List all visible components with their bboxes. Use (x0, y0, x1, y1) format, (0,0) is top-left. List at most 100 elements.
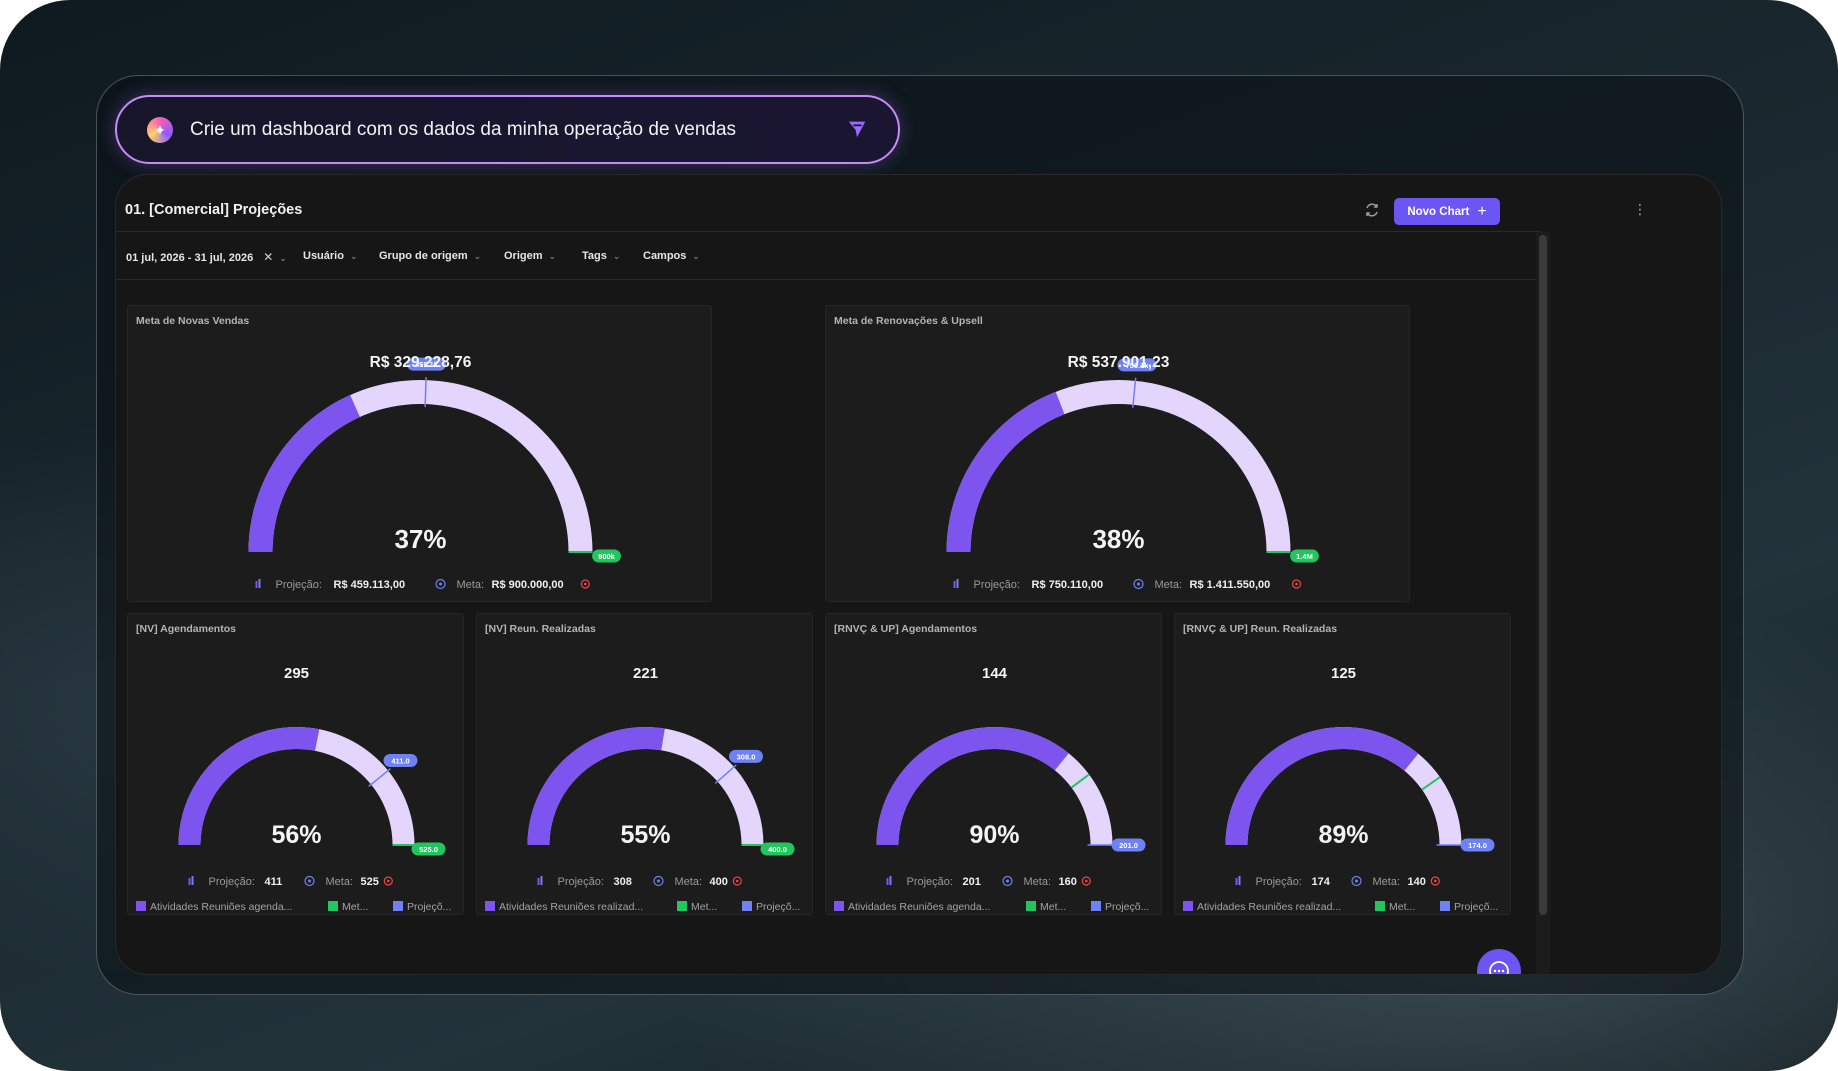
projection-value: 411 (265, 876, 283, 888)
projection-marker (424, 377, 427, 408)
card-title: [NV] Agendamentos (136, 623, 236, 635)
meta-caption: Meta: (1373, 876, 1401, 888)
meta-marker (1421, 776, 1441, 791)
alert-icon (580, 579, 590, 589)
bar-chart-icon (255, 579, 261, 588)
gauge-percent: 37% (394, 524, 446, 554)
legend-item[interactable]: Atividades Reuniões agenda... (136, 901, 292, 913)
grupo-origem-filter-label: Grupo de origem (379, 250, 468, 262)
legend-item[interactable]: Met... (328, 901, 368, 913)
meta-value: R$ 1.411.550,00 (1190, 579, 1271, 591)
legend-item[interactable]: Projeçõ... (1440, 901, 1498, 913)
legend-item[interactable]: Atividades Reuniões realizad... (485, 901, 643, 913)
grupo-origem-filter[interactable]: Grupo de origem ⌄ (379, 250, 481, 262)
legend-item[interactable]: Atividades Reuniões realizad... (1183, 901, 1341, 913)
origem-filter[interactable]: Origem ⌄ (504, 250, 556, 262)
gauge-card[interactable]: Meta de Renovações & Upsell 750.1k 1.4M R$ … (825, 305, 1410, 602)
page-title: 01. [Comercial] Projeções (125, 202, 303, 218)
legend-item[interactable]: Met... (1026, 901, 1066, 913)
gauge-card[interactable]: [RNVÇ & UP] Reun. Realizadas 174.0 125 89% P… (1174, 613, 1511, 915)
meta-badge: 1.4M (1290, 549, 1319, 563)
gauge-card[interactable]: [RNVÇ & UP] Agendamentos 201.0 144 90% Proje… (825, 613, 1162, 915)
gauge-value-arc (946, 391, 1065, 552)
gauge-chart: 750.1k 1.4M R$ 537.901,23 38% Projeção: R$ 75… (946, 354, 1319, 591)
gauge-chart: 459.1k 900k R$ 329.228,76 37% Projeção: R$ 45… (248, 354, 621, 591)
sparkle-logo-icon: ✦ (147, 117, 173, 143)
ai-prompt-bar[interactable]: ✦ Crie um dashboard com os dados da minh… (115, 95, 900, 164)
projection-badge: 174.0 (1460, 838, 1495, 852)
projection-marker (368, 768, 391, 787)
new-chart-button[interactable]: Novo Chart + (1394, 198, 1500, 225)
gauge-card[interactable]: [NV] Reun. Realizadas 308.0 400.0 221 55% Pro… (476, 613, 813, 915)
clear-icon[interactable]: ✕ (263, 250, 274, 264)
meta-badge-label: 1.4M (1296, 552, 1313, 561)
projection-badge-label: 411.0 (391, 757, 409, 766)
gauge-chart: 308.0 400.0 221 55% Projeção: 308 Meta: 400 Ativ… (485, 665, 800, 913)
legend-label: Projeçõ... (1454, 901, 1498, 913)
gauge-info-row: Projeção: R$ 750.110,00 Meta: R$ 1.411.550,… (953, 578, 1302, 591)
alert-icon (1291, 579, 1302, 589)
gauge-value: R$ 329.228,76 (370, 354, 472, 371)
legend-label: Met... (691, 901, 717, 913)
legend-item[interactable]: Atividades Reuniões agenda... (834, 901, 990, 913)
gauge-value-arc (248, 395, 360, 552)
legend-label: Met... (1389, 901, 1415, 913)
projection-badge-label: 201.0 (1119, 841, 1138, 850)
gauge-percent: 56% (271, 821, 321, 849)
gauge-info-row: Projeção: 308 Meta: 400 (537, 875, 742, 888)
scrollbar[interactable] (1539, 235, 1547, 915)
target-icon (435, 578, 446, 590)
campos-filter[interactable]: Campos ⌄ (643, 250, 700, 262)
gauge-chart: 174.0 125 89% Projeção: 174 Meta: 140 Atividade… (1183, 665, 1498, 913)
legend-item[interactable]: Met... (1375, 901, 1415, 913)
origem-filter-label: Origem (504, 250, 543, 262)
chevron-down-icon: ⌄ (612, 251, 621, 261)
chevron-down-icon: ⌄ (349, 251, 358, 261)
projection-badge: 750.1k (1117, 358, 1157, 372)
chevron-down-icon: ⌄ (279, 253, 287, 263)
usuario-filter[interactable]: Usuário ⌄ (303, 250, 358, 262)
gauge-info-row: Projeção: 411 Meta: 525 (188, 875, 393, 888)
legend-label: Atividades Reuniões agenda... (848, 901, 990, 913)
tags-filter[interactable]: Tags ⌄ (582, 250, 620, 262)
bar-chart-icon (537, 876, 543, 885)
projection-badge: 308.0 (729, 749, 764, 763)
legend-item[interactable]: Projeçõ... (1091, 901, 1149, 913)
legend-label: Atividades Reuniões agenda... (150, 901, 292, 913)
chat-support-icon[interactable] (1477, 949, 1521, 974)
bar-chart-icon (188, 876, 194, 885)
gauge-value: 221 (633, 665, 658, 682)
legend-item[interactable]: Projeçõ... (742, 901, 800, 913)
gauge-value-arc (876, 727, 1069, 845)
bar-chart-icon (1235, 876, 1241, 885)
projection-value: 308 (614, 876, 632, 888)
chevron-down-icon: ⌄ (548, 251, 557, 261)
campos-filter-label: Campos (643, 250, 687, 262)
gauge-card[interactable]: Meta de Novas Vendas 459.1k 900k R$ 329.228… (127, 305, 712, 602)
meta-value: 140 (1408, 876, 1426, 888)
gauge-chart: 201.0 144 90% Projeção: 201 Meta: 160 Atividade… (834, 665, 1149, 913)
legend-item[interactable]: Met... (677, 901, 717, 913)
meta-value: 160 (1059, 876, 1077, 888)
send-icon[interactable] (846, 118, 868, 140)
projection-badge: 411.0 (383, 754, 418, 768)
projection-badge-label: 308.0 (737, 752, 756, 761)
meta-value: 525 (361, 876, 379, 888)
prompt-text[interactable]: Crie um dashboard com os dados da minha … (190, 119, 737, 140)
date-range-filter[interactable]: 01 jul, 2026 - 31 jul, 2026 ✕ ⌄ (126, 250, 287, 264)
projection-caption: Projeção: (907, 876, 953, 888)
meta-caption: Meta: (457, 579, 485, 591)
meta-caption: Meta: (1155, 579, 1183, 591)
target-icon (1351, 875, 1362, 887)
projection-badge: 459.1k (406, 357, 447, 371)
chevron-down-icon: ⌄ (473, 251, 482, 261)
legend-item[interactable]: Projeçõ... (393, 901, 451, 913)
gauge-percent: 90% (969, 821, 1019, 849)
bar-chart-icon (953, 579, 959, 588)
refresh-icon[interactable] (1364, 202, 1380, 218)
kebab-menu-icon[interactable]: ⋮ (1633, 201, 1647, 217)
gauge-card[interactable]: [NV] Agendamentos 411.0 525.0 295 56% Projeçã… (127, 613, 464, 915)
gauge-percent: 89% (1318, 821, 1368, 849)
meta-badge-label: 525.0 (419, 845, 438, 854)
gauge-percent: 38% (1092, 524, 1144, 554)
